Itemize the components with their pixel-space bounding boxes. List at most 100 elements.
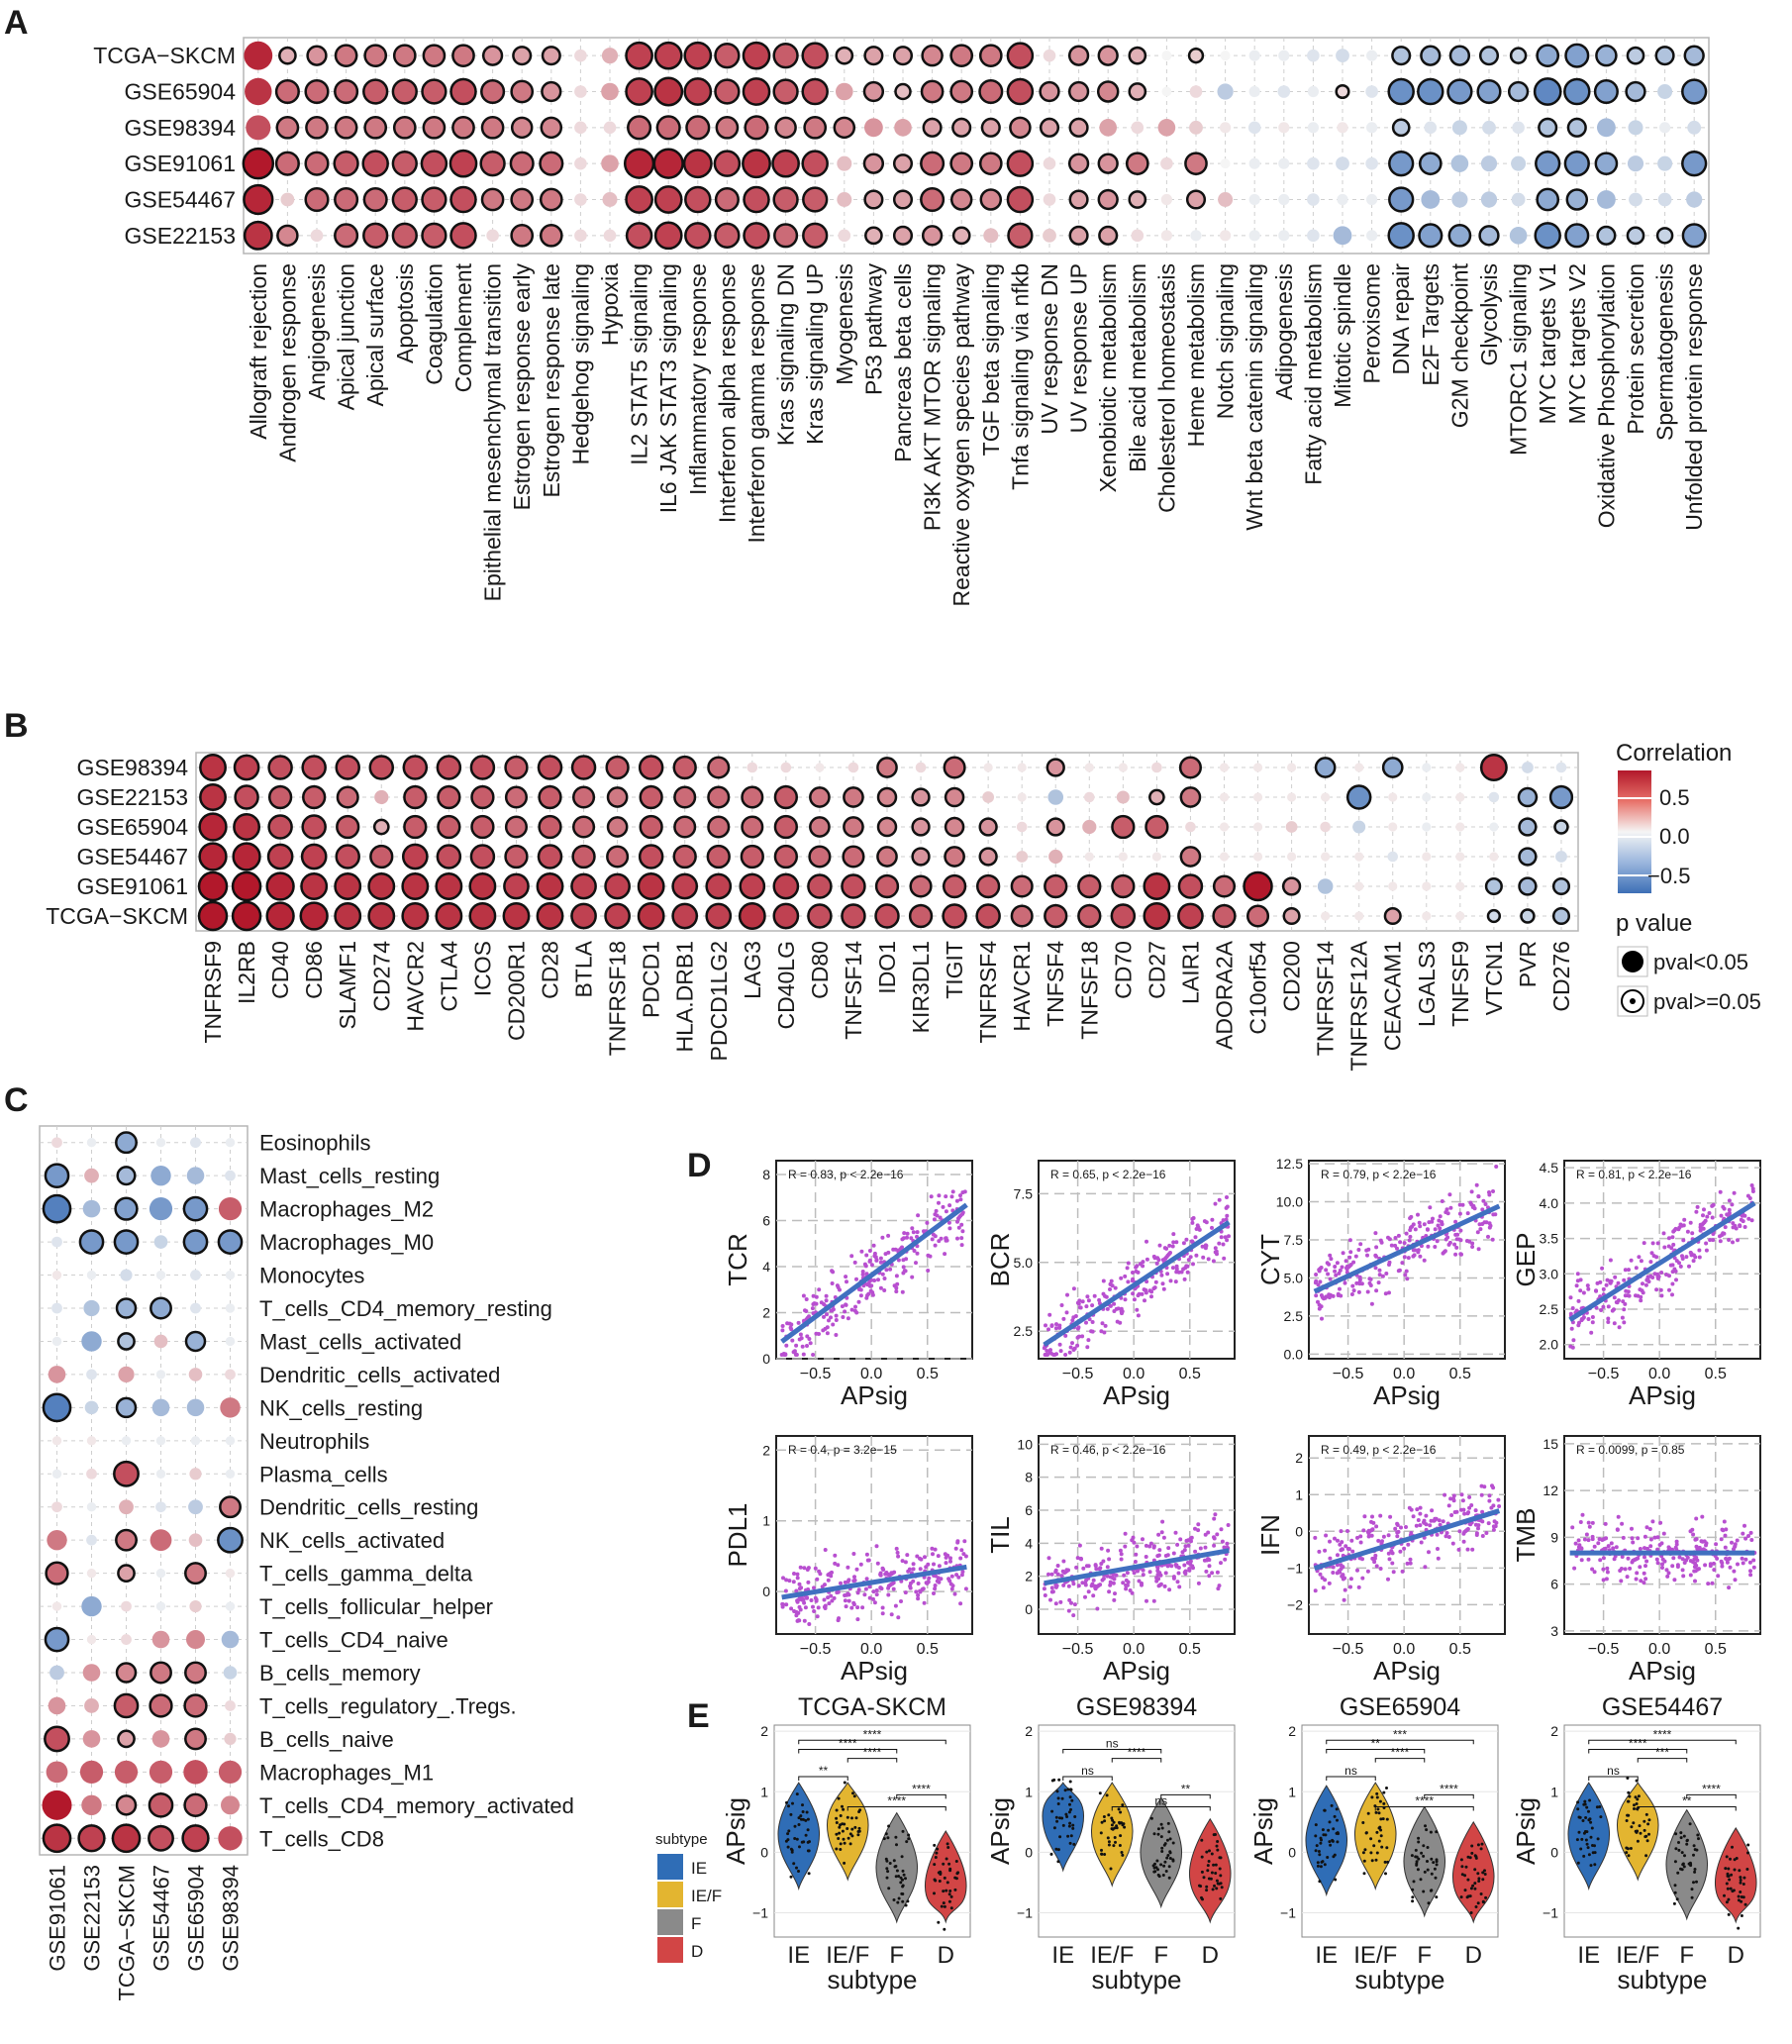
legend-tick-label: 0.5 [1659, 785, 1690, 810]
dot-A [1333, 226, 1352, 246]
scatter-point [1424, 1513, 1429, 1518]
dot-A [1006, 150, 1035, 177]
violin-point [1149, 1816, 1153, 1820]
scatter-point [1749, 1218, 1754, 1223]
legend-title: Correlation [1616, 740, 1732, 766]
dot-C [225, 1336, 236, 1347]
scatter-point [908, 1581, 913, 1585]
violin-point [946, 1881, 949, 1885]
scatter-point [1185, 1270, 1190, 1275]
y-tick-label: 2 [1295, 1450, 1303, 1466]
scatter-point [1396, 1233, 1401, 1238]
dot-A [655, 115, 681, 141]
scatter-point [843, 1598, 847, 1603]
scatter-point [780, 1602, 785, 1607]
violin-point [1379, 1834, 1383, 1838]
dot-A [574, 85, 587, 98]
dot-B [538, 784, 562, 810]
scatter-point [1708, 1564, 1713, 1569]
column-label: E2F Targets [1418, 263, 1444, 386]
violin-point [1332, 1827, 1336, 1831]
subtype-legend-swatch [657, 1937, 683, 1963]
x-tick-label: F [1417, 1942, 1432, 1969]
violin-point [1676, 1871, 1680, 1875]
violin-point [1633, 1807, 1636, 1810]
scatter-point [793, 1353, 798, 1357]
scatter-point [1609, 1541, 1614, 1546]
column-label: TNFSF9 [1447, 941, 1473, 1027]
row-label: Macrophages_M2 [259, 1197, 434, 1222]
scatter-point [1085, 1294, 1090, 1299]
scatter-point [1590, 1320, 1595, 1325]
column-label: Kras signaling DN [773, 263, 799, 446]
scatter-point [1461, 1539, 1466, 1544]
dot-B [975, 873, 1001, 899]
violin-point [1114, 1840, 1117, 1844]
scatter-point [1418, 1523, 1423, 1528]
row-label: GSE54467 [124, 187, 236, 213]
scatter-point [1441, 1519, 1445, 1524]
violin-point [1156, 1832, 1160, 1836]
scatter-point [1225, 1195, 1229, 1199]
violin-point [939, 1871, 943, 1875]
dot-B [469, 844, 496, 869]
scatter-point [1360, 1557, 1364, 1562]
row-label: NK_cells_activated [259, 1528, 445, 1553]
violin-point [1385, 1817, 1389, 1821]
violin-point [1216, 1840, 1220, 1843]
violin-point [1160, 1846, 1164, 1850]
scatter-point [1071, 1613, 1076, 1618]
violin-point [1113, 1836, 1117, 1839]
violin-point [885, 1876, 889, 1880]
scatter-point [1049, 1585, 1054, 1590]
scatter-point [1691, 1560, 1695, 1565]
violin-point [1682, 1865, 1686, 1869]
dot-B [1116, 790, 1130, 804]
scatter-point [1393, 1526, 1398, 1531]
dot-A [1626, 46, 1645, 65]
scatter-point [1691, 1259, 1696, 1264]
scatter-point [1357, 1276, 1362, 1280]
scatter-point [937, 1239, 942, 1244]
scatter-point [1606, 1544, 1611, 1549]
violin-point [892, 1898, 896, 1901]
scatter-point [1054, 1322, 1058, 1327]
column-label: G2M checkpoint [1446, 262, 1472, 428]
scatter-point [933, 1584, 938, 1587]
dot-A [978, 78, 1004, 105]
scatter-point [1650, 1241, 1655, 1246]
scatter-point [1677, 1555, 1682, 1560]
column-label: PVR [1515, 941, 1541, 987]
row-label: TCGA−SKCM [46, 903, 188, 929]
scatter-point [1674, 1278, 1678, 1282]
violin-point [1336, 1840, 1340, 1844]
dot-C [115, 1528, 138, 1552]
dot-C [151, 1730, 170, 1748]
dot-A [625, 77, 653, 106]
violin-point [785, 1800, 788, 1804]
dot-A [1277, 85, 1291, 98]
scatter-point [1202, 1558, 1207, 1563]
violin-point [1375, 1791, 1379, 1795]
scatter-point [1143, 1298, 1146, 1303]
dot-C [44, 1725, 70, 1753]
violin-point [1725, 1900, 1729, 1904]
dot-C [121, 1634, 132, 1645]
fit-line [1044, 1548, 1230, 1586]
violin-point [1115, 1826, 1119, 1830]
dot-A [1451, 191, 1468, 208]
dot-A [1657, 84, 1673, 99]
violin-point [949, 1906, 953, 1910]
dot-B [1422, 763, 1432, 772]
dot-A [391, 78, 418, 105]
dot-B [267, 784, 293, 810]
y-tick-label: 1 [1550, 1784, 1558, 1799]
scatter-point [1171, 1551, 1176, 1556]
scatter-point [1586, 1538, 1591, 1543]
scatter-point [859, 1249, 864, 1254]
violin-point [937, 1920, 941, 1924]
x-tick-label: IE [1315, 1942, 1338, 1969]
row-label: Mast_cells_activated [259, 1329, 461, 1354]
scatter-point [1200, 1244, 1205, 1249]
dot-A [1366, 193, 1378, 206]
